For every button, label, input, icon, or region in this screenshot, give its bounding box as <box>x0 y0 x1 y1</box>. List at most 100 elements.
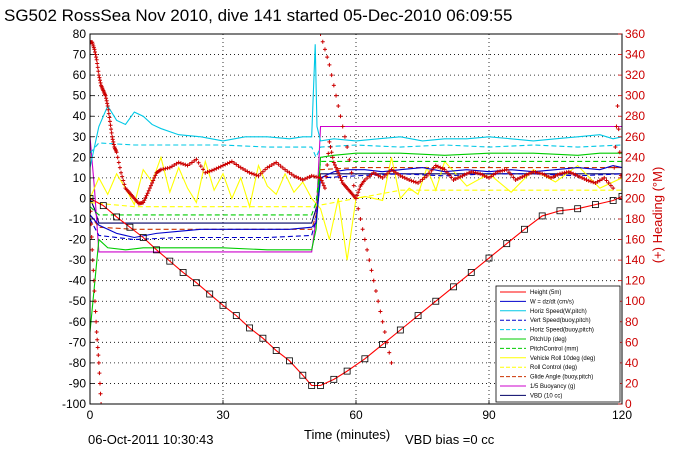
legend-label: Glide Angle (buoy,pitch) <box>530 375 593 381</box>
heading-marker <box>107 115 112 120</box>
heading-marker <box>105 103 110 108</box>
left-tick-label: 40 <box>73 109 87 123</box>
heading-marker <box>518 175 523 180</box>
heading-marker <box>498 169 503 174</box>
heading-marker <box>97 78 102 83</box>
heading-marker <box>356 206 361 211</box>
heading-marker <box>564 170 569 175</box>
heading-marker <box>245 169 250 174</box>
heading-marker <box>152 175 157 180</box>
heading-marker <box>95 65 100 70</box>
series-marker <box>139 234 147 241</box>
heading-marker <box>382 330 387 335</box>
heading-marker <box>511 175 516 180</box>
heading-marker <box>305 175 310 180</box>
legend: Height (5m) W = dz/dt (cm/s) Horiz Speed(W… <box>495 285 621 403</box>
legend-label: Roll Control (deg) <box>530 365 577 371</box>
legend-label: PitchUp (deg) <box>530 337 567 343</box>
heading-marker <box>606 181 611 186</box>
heading-marker <box>464 171 469 176</box>
heading-marker <box>373 288 378 293</box>
heading-marker <box>484 174 489 179</box>
heading-marker <box>506 170 511 175</box>
legend-label: Vert Speed(buoy,pitch) <box>530 318 591 324</box>
heading-marker <box>400 174 405 179</box>
heading-marker <box>185 163 190 168</box>
heading-marker <box>148 183 153 188</box>
heading-marker <box>526 171 531 176</box>
left-tick-label: -30 <box>69 253 87 267</box>
series-marker <box>153 246 160 254</box>
heading-marker <box>90 247 95 252</box>
heading-marker <box>172 163 177 168</box>
series-marker <box>246 324 254 332</box>
heading-marker <box>109 127 114 132</box>
heading-marker <box>600 177 605 182</box>
left-tick-label: 20 <box>73 150 87 164</box>
x-tick-label: 90 <box>482 408 496 422</box>
heading-marker <box>218 164 223 169</box>
heading-marker <box>338 175 343 180</box>
heading-marker <box>367 174 372 179</box>
heading-marker <box>143 195 148 200</box>
heading-marker <box>349 170 354 175</box>
heading-marker <box>611 186 616 191</box>
heading-marker <box>520 174 525 179</box>
heading-marker <box>336 103 341 108</box>
heading-marker <box>205 169 210 174</box>
heading-marker <box>187 162 192 167</box>
heading-marker <box>178 161 183 166</box>
heading-marker <box>500 168 505 173</box>
heading-marker <box>422 175 427 180</box>
heading-marker <box>254 173 259 178</box>
heading-marker <box>409 178 414 183</box>
heading-marker <box>291 173 296 178</box>
right-tick-label: 180 <box>625 212 645 226</box>
series-marker <box>232 312 240 320</box>
heading-marker <box>613 145 618 150</box>
series-marker <box>574 205 582 213</box>
heading-marker <box>322 186 327 191</box>
right-tick-label: 300 <box>625 89 645 103</box>
heading-marker <box>141 200 146 205</box>
heading-marker <box>201 167 206 172</box>
heading-marker <box>214 166 219 171</box>
heading-marker <box>365 247 370 252</box>
right-tick-label: 320 <box>625 68 645 82</box>
left-tick-label: 10 <box>73 171 87 185</box>
heading-marker <box>404 176 409 181</box>
heading-marker <box>238 165 243 170</box>
heading-marker <box>105 101 110 106</box>
heading-marker <box>121 178 126 183</box>
heading-marker <box>391 169 396 174</box>
series-marker <box>618 192 622 200</box>
right-tick-label: 240 <box>625 150 645 164</box>
heading-marker <box>376 173 381 178</box>
heading-marker <box>147 186 152 191</box>
heading-marker <box>586 178 591 183</box>
heading-marker <box>424 173 429 178</box>
heading-marker <box>473 170 478 175</box>
footer-date: 06-Oct-2011 10:30:43 <box>88 432 214 447</box>
x-tick-label: 0 <box>87 408 94 422</box>
heading-marker <box>207 169 212 174</box>
heading-marker <box>183 162 188 167</box>
heading-marker <box>453 176 458 181</box>
series-marker <box>396 326 404 334</box>
heading-marker <box>165 166 170 171</box>
heading-marker <box>495 169 500 174</box>
heading-marker <box>354 196 358 201</box>
heading-marker <box>429 168 434 173</box>
heading-marker <box>106 107 111 112</box>
heading-marker <box>95 337 100 342</box>
heading-marker <box>94 330 99 335</box>
heading-marker <box>582 176 587 181</box>
heading-marker <box>347 157 352 162</box>
heading-marker <box>331 160 336 165</box>
series-marker <box>379 340 387 348</box>
heading-marker <box>529 170 534 175</box>
heading-marker <box>345 145 350 150</box>
right-tick-label: 200 <box>625 191 645 205</box>
series-marker <box>450 283 457 291</box>
heading-marker <box>325 55 330 60</box>
